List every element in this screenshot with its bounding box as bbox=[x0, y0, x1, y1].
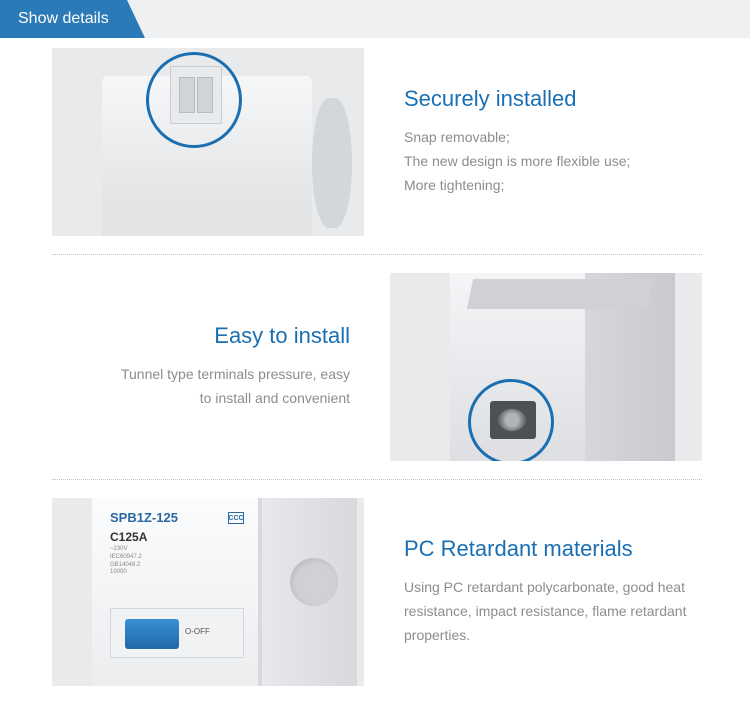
toggle-icon bbox=[125, 619, 179, 649]
product-image-1 bbox=[52, 48, 364, 236]
desc-line: Tunnel type terminals pressure, easy bbox=[52, 363, 350, 387]
highlight-circle-icon bbox=[468, 379, 554, 461]
feature-title: Easy to install bbox=[52, 323, 350, 349]
section-divider bbox=[52, 254, 702, 255]
desc-line: More tightening; bbox=[404, 174, 702, 198]
product-image-2 bbox=[390, 273, 702, 461]
highlight-circle-icon bbox=[146, 52, 242, 148]
cert-icon: CCC bbox=[228, 512, 244, 524]
feature-desc: Tunnel type terminals pressure, easy to … bbox=[52, 363, 350, 411]
desc-line: The new design is more flexible use; bbox=[404, 150, 702, 174]
section-divider bbox=[52, 479, 702, 480]
feature-section-1: Securely installed Snap removable; The n… bbox=[0, 38, 750, 246]
header-title: Show details bbox=[18, 10, 109, 28]
feature-text-3: PC Retardant materials Using PC retardan… bbox=[404, 536, 702, 647]
desc-line: Using PC retardant polycarbonate, good h… bbox=[404, 579, 686, 643]
product-image-3: SPB1Z-125 CCC C125A ~230V IEC60947.2 GB1… bbox=[52, 498, 364, 686]
feature-section-2: Easy to install Tunnel type terminals pr… bbox=[0, 263, 750, 471]
feature-text-2: Easy to install Tunnel type terminals pr… bbox=[52, 323, 350, 411]
desc-line: to install and convenient bbox=[52, 387, 350, 411]
product-switch: O-OFF bbox=[110, 608, 244, 658]
feature-title: Securely installed bbox=[404, 86, 702, 112]
product-rating: C125A bbox=[110, 530, 147, 544]
product-model: SPB1Z-125 bbox=[110, 510, 178, 527]
feature-text-1: Securely installed Snap removable; The n… bbox=[404, 86, 702, 197]
header-tab: Show details bbox=[0, 0, 127, 38]
product-specs: ~230V IEC60947.2 GB14048.2 10000 bbox=[110, 546, 142, 577]
switch-label: O-OFF bbox=[185, 627, 210, 636]
header-strip: Show details bbox=[0, 0, 750, 38]
feature-desc: Snap removable; The new design is more f… bbox=[404, 126, 702, 197]
desc-line: Snap removable; bbox=[404, 126, 702, 150]
feature-title: PC Retardant materials bbox=[404, 536, 702, 562]
product-label: SPB1Z-125 CCC bbox=[110, 510, 244, 527]
feature-desc: Using PC retardant polycarbonate, good h… bbox=[404, 576, 702, 647]
feature-section-3: SPB1Z-125 CCC C125A ~230V IEC60947.2 GB1… bbox=[0, 488, 750, 696]
